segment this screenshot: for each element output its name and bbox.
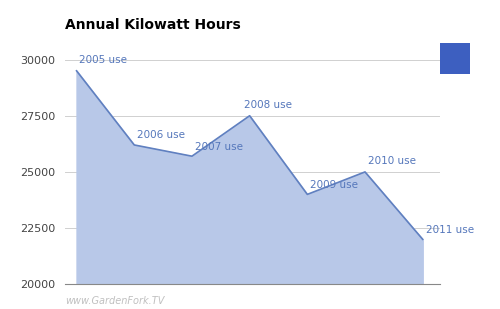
Text: 2009 use: 2009 use bbox=[310, 180, 358, 190]
Text: 2011 use: 2011 use bbox=[426, 225, 474, 235]
Text: 2006 use: 2006 use bbox=[137, 130, 185, 141]
Text: 2007 use: 2007 use bbox=[195, 142, 243, 152]
Text: 2008 use: 2008 use bbox=[244, 100, 292, 110]
Text: www.GardenFork.TV: www.GardenFork.TV bbox=[65, 296, 164, 306]
Text: 2010 use: 2010 use bbox=[368, 156, 416, 166]
Text: 2005 use: 2005 use bbox=[80, 55, 128, 65]
Text: Annual Kilowatt Hours: Annual Kilowatt Hours bbox=[65, 18, 241, 32]
